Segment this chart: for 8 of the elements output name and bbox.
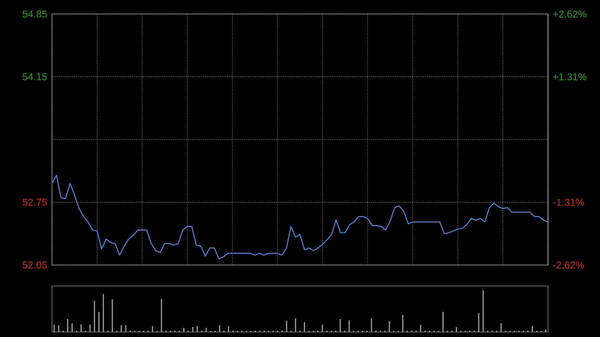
- y-tick-label: 54.15: [22, 73, 47, 80]
- y2-tick-label: -2.62%: [553, 261, 584, 269]
- y2-tick-label: +1.31%: [553, 73, 587, 80]
- y2-tick-label: -1.31%: [553, 198, 584, 206]
- y-tick-label: 52.05: [22, 261, 47, 269]
- y2-tick-label: +2.62%: [553, 10, 587, 18]
- y-tick-label: 52.75: [22, 198, 47, 206]
- y-tick-label: 54.85: [22, 10, 47, 18]
